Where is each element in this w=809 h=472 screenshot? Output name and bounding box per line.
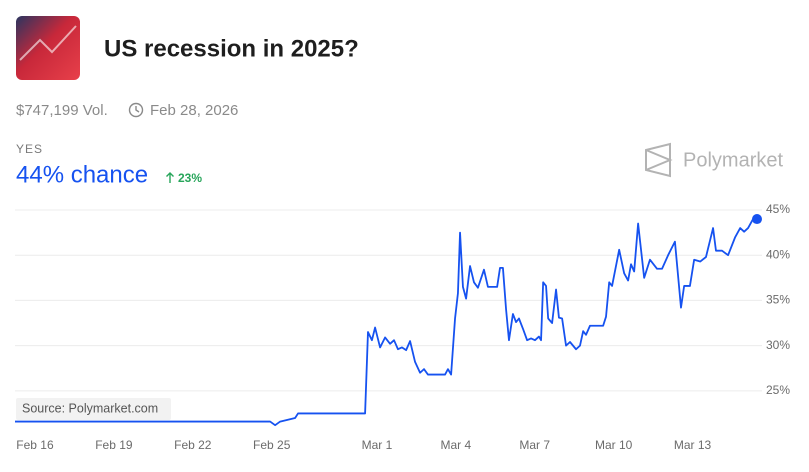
x-tick-label: Feb 19: [95, 438, 133, 452]
x-tick-label: Feb 25: [253, 438, 291, 452]
market-title: US recession in 2025?: [104, 35, 359, 62]
y-tick-label: 45%: [766, 202, 790, 216]
thumbnail-art: [19, 25, 77, 61]
clock-icon: [128, 102, 144, 118]
x-tick-label: Mar 4: [440, 438, 471, 452]
price-line: [15, 218, 757, 427]
x-tick-label: Mar 1: [362, 438, 393, 452]
headline-chance: 44% chance: [16, 161, 148, 188]
brand-name: Polymarket: [683, 149, 783, 171]
volume: $747,199 Vol.: [16, 102, 108, 119]
y-tick-label: 30%: [766, 338, 790, 352]
end-dot: [752, 214, 762, 225]
x-tick-label: Mar 10: [595, 438, 633, 452]
outcome-label: YES: [16, 142, 43, 156]
y-tick-label: 35%: [766, 293, 790, 307]
x-tick-label: Mar 7: [519, 438, 550, 452]
up-arrow: [166, 172, 174, 183]
brand-logo: [645, 142, 673, 178]
source-label: Source: Polymarket.com: [22, 401, 158, 415]
x-tick-label: Feb 22: [174, 438, 212, 452]
source-box: [16, 398, 171, 420]
x-tick-label: Mar 13: [674, 438, 712, 452]
y-tick-label: 40%: [766, 247, 790, 261]
change: 23%: [178, 171, 202, 185]
y-tick-label: 25%: [766, 383, 790, 397]
x-tick-label: Feb 16: [16, 438, 54, 452]
end-date: Feb 28, 2026: [150, 102, 238, 119]
